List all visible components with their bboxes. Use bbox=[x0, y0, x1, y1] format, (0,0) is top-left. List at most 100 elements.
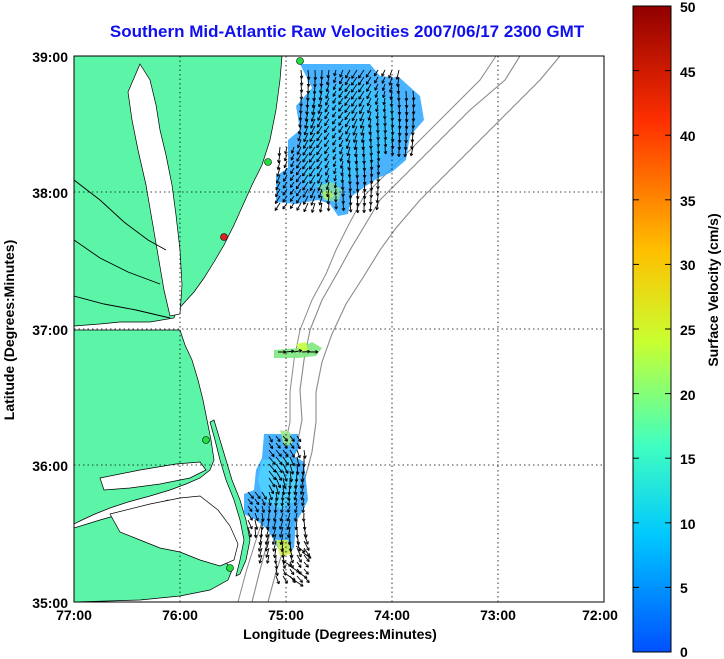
land-delmarva bbox=[74, 56, 283, 327]
velocity-arrow bbox=[294, 491, 298, 501]
velocity-arrow bbox=[356, 195, 359, 206]
map-grid bbox=[74, 56, 604, 602]
velocity-arrow bbox=[365, 76, 372, 85]
velocity-arrow-head bbox=[291, 150, 295, 154]
velocity-arrow bbox=[274, 505, 277, 513]
velocity-arrow bbox=[254, 505, 259, 513]
velocity-arrow bbox=[370, 167, 373, 177]
velocity-arrow-head bbox=[315, 350, 319, 353]
velocity-arrow bbox=[266, 519, 270, 530]
velocity-arrow-head bbox=[399, 111, 402, 115]
velocity-arrow bbox=[295, 188, 302, 197]
velocity-arrow bbox=[302, 174, 309, 184]
velocity-arrow-head bbox=[261, 526, 264, 531]
velocity-arrow-head bbox=[297, 569, 300, 573]
velocity-arrow bbox=[296, 435, 302, 443]
velocity-arrow bbox=[355, 153, 358, 164]
radar-station-marker bbox=[202, 436, 210, 444]
velocity-arrow-head bbox=[359, 118, 363, 122]
colorbar-tick-label: 25 bbox=[680, 322, 696, 338]
x-axis-label: Longitude (Degrees:Minutes) bbox=[243, 626, 437, 642]
velocity-arrow bbox=[344, 118, 351, 128]
velocity-arrow-head bbox=[325, 96, 329, 99]
velocity-arrow-head bbox=[339, 144, 343, 148]
velocity-arrow bbox=[300, 76, 303, 86]
velocity-arrow bbox=[275, 491, 278, 501]
velocity-arrow bbox=[282, 202, 288, 210]
velocity-arrow bbox=[317, 118, 323, 128]
velocity-arrow bbox=[375, 104, 379, 112]
velocity-arrow-head bbox=[406, 125, 409, 130]
velocity-arrow bbox=[306, 104, 309, 115]
velocity-arrow bbox=[268, 477, 276, 488]
velocity-arrow-head bbox=[294, 518, 298, 522]
y-tick-label: 35:00 bbox=[32, 595, 68, 611]
velocity-arrow-head bbox=[370, 194, 374, 198]
velocity-arrow bbox=[370, 181, 373, 191]
velocity-arrow bbox=[362, 139, 365, 150]
velocity-arrow bbox=[328, 202, 330, 212]
velocity-arrow bbox=[317, 174, 323, 184]
velocity-arrow bbox=[325, 97, 330, 106]
velocity-arrow-head bbox=[316, 153, 320, 156]
velocity-arrow bbox=[332, 153, 337, 160]
velocity-arrow bbox=[326, 188, 330, 197]
velocity-arrow bbox=[289, 554, 294, 564]
velocity-arrow bbox=[334, 181, 337, 189]
velocity-arrow-head bbox=[367, 110, 371, 114]
velocity-arrow-head bbox=[269, 509, 272, 513]
velocity-arrow-head bbox=[287, 503, 291, 506]
velocity-arrow-head bbox=[327, 201, 331, 205]
velocity-arrow-head bbox=[318, 195, 322, 199]
velocity-arrow bbox=[316, 167, 323, 177]
velocity-arrow-head bbox=[276, 174, 280, 177]
velocity-arrow bbox=[383, 97, 386, 105]
velocity-arrow bbox=[282, 435, 288, 442]
velocity-arrow bbox=[300, 69, 303, 79]
velocity-arrow bbox=[405, 97, 408, 108]
velocity-arrow bbox=[304, 125, 309, 136]
velocity-arrow bbox=[349, 202, 352, 213]
velocity-arrow bbox=[377, 167, 379, 175]
velocity-arrow bbox=[288, 484, 291, 495]
velocity-arrow-head bbox=[296, 208, 300, 211]
velocity-arrow bbox=[412, 111, 415, 122]
colorbar-tick-label: 50 bbox=[680, 0, 696, 15]
velocity-arrow-head bbox=[300, 492, 304, 495]
velocity-arrow-head bbox=[332, 122, 336, 125]
velocity-arrow bbox=[341, 167, 344, 176]
velocity-arrow bbox=[260, 526, 263, 538]
velocity-arrow bbox=[312, 97, 316, 108]
velocity-arrow-head bbox=[289, 563, 292, 567]
x-tick-label: 77:00 bbox=[56, 607, 92, 623]
velocity-arrow-head bbox=[287, 497, 291, 501]
velocity-arrow bbox=[295, 545, 306, 553]
velocity-arrow-head bbox=[308, 83, 311, 87]
velocity-arrow bbox=[338, 104, 344, 112]
velocity-arrow bbox=[303, 533, 309, 545]
velocity-arrow-head bbox=[304, 455, 307, 459]
velocity-arrow bbox=[319, 90, 323, 101]
velocity-arrow bbox=[268, 449, 275, 457]
velocity-arrow bbox=[275, 575, 280, 585]
velocity-arrow-head bbox=[371, 187, 374, 191]
velocity-arrow bbox=[351, 69, 358, 79]
velocity-arrow bbox=[287, 498, 291, 506]
velocity-arrow bbox=[377, 153, 380, 161]
velocity-arrow bbox=[349, 188, 352, 199]
velocity-arrow bbox=[369, 125, 372, 135]
velocity-arrow-head bbox=[283, 179, 287, 182]
velocity-arrow bbox=[384, 146, 387, 154]
velocity-arrow bbox=[282, 554, 285, 564]
velocity-arrow-head bbox=[357, 210, 360, 214]
velocity-arrow bbox=[289, 565, 300, 573]
velocity-arrow bbox=[376, 195, 379, 203]
velocity-arrow-head bbox=[399, 139, 402, 143]
pamlico-sound bbox=[109, 495, 239, 567]
velocity-arrow-head bbox=[281, 461, 283, 465]
velocity-arrow-head bbox=[332, 101, 336, 104]
velocity-arrow-head bbox=[301, 75, 304, 79]
velocity-arrow-head bbox=[317, 118, 321, 121]
velocity-arrow bbox=[302, 146, 309, 156]
velocity-arrow bbox=[333, 167, 337, 175]
